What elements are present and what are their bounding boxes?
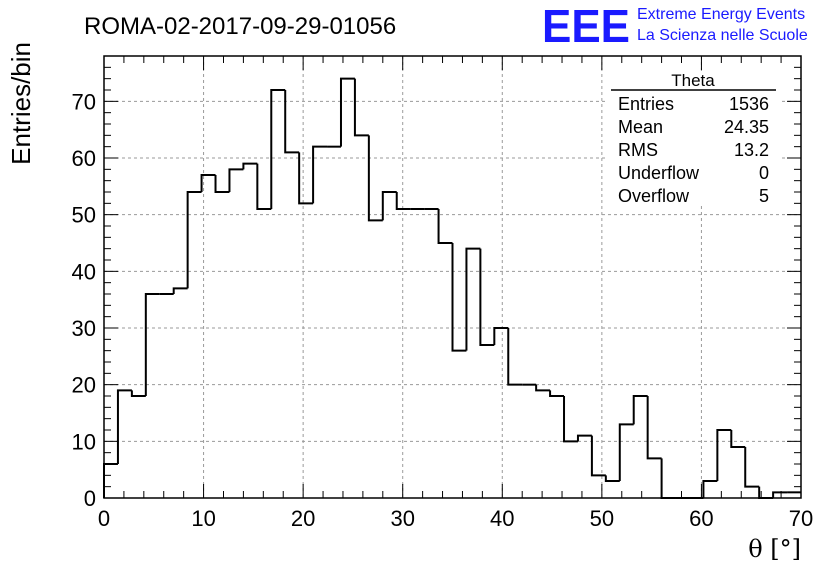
histogram-bars: [103, 77, 801, 499]
histogram-bin-45: [730, 430, 746, 448]
histogram-bin-14: [298, 152, 314, 205]
logo-line-2: La Scienza nelle Scuole: [637, 27, 808, 44]
histogram-bin-7: [200, 174, 216, 192]
y-tick-label-5: 50: [72, 203, 96, 228]
y-tick-label-0: 0: [84, 486, 96, 511]
histogram-bin-0: [103, 463, 118, 498]
histogram-bin-40: [660, 458, 676, 499]
histogram-bin-26: [465, 247, 481, 351]
histogram-bin-5: [172, 287, 188, 294]
histogram-bin-46: [744, 447, 760, 488]
y-tick-label-7: 70: [72, 89, 96, 114]
y-tick-label-4: 40: [72, 259, 96, 284]
histogram-bin-10: [242, 162, 258, 170]
histogram-bin-35: [590, 435, 606, 477]
logo-line-1: Extreme Energy Events: [637, 6, 805, 23]
histogram-bin-24: [437, 209, 453, 244]
stats-label-overflow: Overflow: [618, 186, 690, 206]
histogram-bin-17: [339, 77, 355, 147]
stats-value-rms: 13.2: [734, 140, 769, 160]
histogram-bin-3: [144, 293, 160, 396]
histogram-bin-6: [186, 191, 202, 289]
histogram-bin-15: [312, 145, 328, 204]
histogram-bin-36: [604, 475, 620, 482]
histogram-bin-13: [284, 90, 300, 154]
x-tick-label-7: 70: [789, 506, 813, 531]
histogram-bin-48: [772, 491, 788, 498]
histogram-bin-32: [549, 390, 565, 397]
histogram-bin-31: [535, 384, 551, 392]
histogram-bin-18: [353, 78, 369, 137]
x-tick-label-3: 30: [390, 506, 414, 531]
stats-label-entries: Entries: [618, 94, 674, 114]
histogram-bin-28: [493, 327, 509, 345]
x-tick-label-5: 50: [590, 506, 614, 531]
histogram-bin-37: [618, 423, 634, 481]
stats-value-overflow: 5: [759, 186, 769, 206]
histogram-bin-1: [116, 389, 132, 464]
histogram-bin-33: [563, 396, 578, 443]
histogram-bin-21: [395, 192, 411, 210]
histogram-bin-34: [576, 434, 592, 442]
run-title: ROMA-02-2017-09-29-01056: [84, 13, 396, 40]
x-axis-label: θ [°]: [748, 535, 801, 563]
histogram-bin-8: [214, 175, 230, 193]
histogram-bin-11: [256, 163, 272, 210]
histogram-bin-2: [130, 390, 146, 397]
eee-logo: EEE: [542, 0, 630, 52]
y-tick-label-2: 20: [72, 373, 96, 398]
histogram-bin-20: [381, 191, 397, 221]
stats-value-mean: 24.35: [724, 117, 769, 137]
plot-frame: [103, 55, 802, 499]
y-tick-label-1: 10: [72, 429, 96, 454]
x-tick-label-4: 40: [490, 506, 514, 531]
histogram-bin-19: [367, 135, 383, 222]
histogram-bin-25: [451, 243, 467, 352]
histogram-bin-12: [270, 89, 286, 209]
histogram-bin-43: [702, 480, 718, 498]
histogram-bin-27: [479, 248, 495, 346]
x-tick-label-6: 60: [689, 506, 713, 531]
stats-value-entries: 1536: [729, 94, 769, 114]
y-tick-label-6: 60: [72, 146, 96, 171]
x-tick-label-0: 0: [98, 506, 110, 531]
histogram-bin-44: [716, 429, 732, 481]
stats-label-rms: RMS: [618, 140, 658, 160]
histogram-bin-38: [632, 395, 648, 425]
y-axis-label: Entries/bin: [6, 42, 36, 165]
x-tick-label-2: 20: [291, 506, 315, 531]
histogram-bin-9: [228, 168, 244, 192]
x-tick-label-1: 10: [191, 506, 215, 531]
stats-label-mean: Mean: [618, 117, 663, 137]
stats-box: Theta Entries 1536 Mean 24.35 RMS 13.2 U…: [608, 71, 779, 206]
histogram-bin-29: [507, 328, 523, 386]
y-tick-label-3: 30: [72, 316, 96, 341]
stats-label-underflow: Underflow: [618, 163, 700, 183]
stats-value-underflow: 0: [759, 163, 769, 183]
axes: [103, 55, 802, 499]
histogram-bin-39: [646, 396, 662, 460]
stats-title: Theta: [671, 71, 715, 90]
